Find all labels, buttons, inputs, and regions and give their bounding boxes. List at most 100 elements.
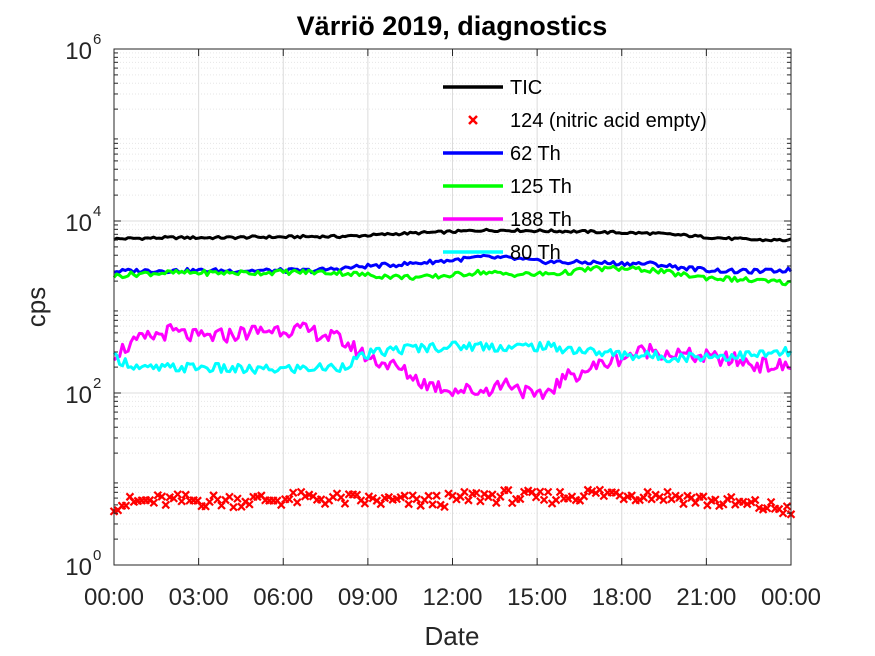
series-124-markers: [109, 485, 796, 519]
data-point-marker: [352, 490, 362, 500]
data-point-marker: [360, 499, 370, 508]
y-tick-label-exponent: 0: [93, 547, 101, 564]
x-tick-label: 18:00: [592, 584, 652, 611]
data-point-marker: [412, 494, 421, 504]
data-point-marker: [503, 485, 513, 495]
x-tick-label: 00:00: [761, 584, 821, 611]
data-point-marker: [368, 493, 378, 503]
data-point-marker: [284, 494, 294, 504]
data-point-marker: [515, 494, 525, 504]
data-point-marker: [555, 487, 565, 497]
x-tick-label: 03:00: [169, 584, 229, 611]
data-point-marker: [488, 490, 497, 499]
data-point-marker: [177, 496, 186, 506]
data-point-marker: [400, 491, 409, 500]
data-point-marker: [340, 499, 350, 508]
legend-label: 62 Th: [510, 143, 561, 165]
data-point-marker: [288, 488, 298, 498]
data-point-marker: [213, 495, 222, 504]
legend: TIC 124 (nitric acid empty) 62 Th 125 Th 188…: [443, 77, 707, 264]
data-point-marker: [432, 491, 441, 500]
y-axis-label: cps: [21, 287, 51, 327]
data-point-marker: [149, 498, 159, 508]
data-point-marker: [292, 498, 302, 507]
y-tick-label-base: 10: [65, 382, 92, 409]
data-point-marker: [424, 491, 433, 501]
data-point-marker: [726, 492, 736, 502]
data-point-marker: [535, 487, 545, 497]
data-point-marker: [750, 495, 760, 505]
x-tick-labels: 00:00 03:00 06:00 09:00 12:00 15:00 18:00 21:00…: [84, 584, 821, 611]
data-point-marker: [699, 492, 708, 501]
data-point-marker: [496, 492, 505, 502]
y-tick-label-base: 10: [65, 210, 92, 237]
data-point-marker: [181, 490, 190, 500]
data-point-marker: [651, 490, 660, 500]
data-point-marker: [276, 500, 286, 510]
data-point-marker: [444, 489, 453, 498]
data-point-marker: [543, 487, 553, 497]
data-point-marker: [643, 487, 652, 497]
data-point-marker: [336, 493, 346, 502]
data-point-marker: [157, 492, 167, 501]
data-point-marker: [659, 495, 668, 505]
data-point-marker: [711, 495, 720, 504]
data-point-marker: [245, 500, 254, 509]
data-point-marker: [428, 500, 437, 509]
y-tick-label-base: 10: [65, 38, 92, 65]
y-tick-label-exponent: 6: [93, 31, 101, 48]
x-tick-label: 12:00: [422, 584, 482, 611]
data-point-marker: [675, 493, 684, 502]
series-line: [112, 321, 792, 400]
data-point-marker: [225, 492, 234, 502]
data-point-marker: [691, 498, 700, 508]
legend-label: TIC: [510, 77, 542, 99]
x-tick-label: 06:00: [253, 584, 313, 611]
y-tick-label-exponent: 2: [93, 375, 101, 392]
data-point-marker: [539, 495, 549, 505]
series-line: [112, 340, 793, 375]
data-point-marker: [205, 497, 214, 507]
data-point-marker: [404, 499, 413, 509]
data-point-marker: [476, 496, 485, 506]
data-point-marker: [579, 492, 589, 501]
legend-label: 188 Th: [510, 209, 572, 231]
data-point-marker: [778, 508, 788, 518]
legend-label: 125 Th: [510, 176, 572, 198]
data-point-marker: [229, 502, 238, 512]
y-tick-label-base: 10: [65, 554, 92, 581]
x-tick-label: 00:00: [84, 584, 144, 611]
data-point-marker: [440, 502, 449, 512]
legend-marker-124: [468, 115, 478, 125]
x-tick-label: 15:00: [507, 584, 567, 611]
data-point-marker: [173, 490, 182, 499]
x-axis-label: Date: [425, 621, 480, 651]
data-point-marker: [663, 487, 672, 497]
x-tick-label: 21:00: [676, 584, 736, 611]
tick-marks: [113, 48, 792, 566]
x-tick-label: 09:00: [338, 584, 398, 611]
data-point-marker: [595, 485, 605, 495]
data-point-marker: [679, 499, 688, 509]
data-point-marker: [762, 503, 772, 513]
data-point-marker: [472, 488, 481, 498]
y-tick-label-exponent: 4: [93, 203, 101, 220]
data-point-marker: [161, 500, 171, 510]
data-point-marker: [782, 502, 792, 511]
data-point-marker: [492, 498, 501, 508]
series-group: [109, 227, 796, 519]
data-point-marker: [233, 494, 242, 503]
data-point-marker: [416, 501, 425, 510]
legend-label: 124 (nitric acid empty): [510, 110, 707, 132]
data-point-marker: [376, 499, 386, 509]
data-point-marker: [464, 496, 473, 505]
data-point-marker: [121, 501, 131, 510]
data-point-marker: [460, 487, 469, 497]
data-point-marker: [551, 495, 561, 505]
chart-title: Värriö 2019, diagnostics: [297, 11, 608, 41]
legend-label: 80 Th: [510, 242, 561, 264]
data-point-marker: [766, 497, 776, 507]
series-line: [113, 227, 792, 243]
